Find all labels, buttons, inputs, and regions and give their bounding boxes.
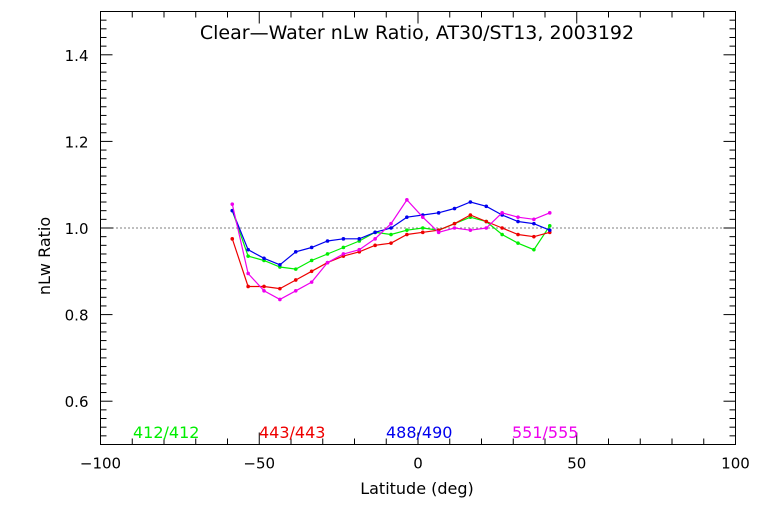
data-point-551-555 xyxy=(389,221,393,226)
data-point-488-490 xyxy=(278,263,282,267)
data-point-488-490 xyxy=(293,250,298,254)
legend-entry: 443/443 xyxy=(259,423,325,442)
data-point-488-490 xyxy=(325,239,330,243)
data-point-551-555 xyxy=(357,247,362,252)
x-axis-label: Latitude (deg) xyxy=(360,479,474,498)
ticks-layer: −100 −50 0 50 100 0.6 0.8 1.0 1.2 1.4 xyxy=(65,11,750,473)
data-point-551-555 xyxy=(436,230,441,235)
data-point-551-555 xyxy=(420,215,425,219)
data-point-443-443 xyxy=(230,237,235,241)
y-tick-label: 1.4 xyxy=(65,47,89,65)
data-point-443-443 xyxy=(293,278,298,282)
x-tick-label: 100 xyxy=(721,455,750,473)
data-point-488-490 xyxy=(516,219,520,224)
y-tick-label: 0.6 xyxy=(65,393,89,411)
data-point-488-490 xyxy=(309,245,314,250)
x-tick-label: 0 xyxy=(413,455,423,473)
data-point-412-412 xyxy=(420,226,425,230)
data-point-412-412 xyxy=(325,252,330,256)
y-axis-label: nLw Ratio xyxy=(35,217,54,295)
data-point-412-412 xyxy=(547,224,552,228)
data-point-488-490 xyxy=(389,226,393,230)
data-point-443-443 xyxy=(389,241,393,245)
plot-frame xyxy=(100,11,736,445)
data-point-412-412 xyxy=(405,228,409,232)
data-point-443-443 xyxy=(278,286,282,291)
data-point-551-555 xyxy=(373,237,377,241)
y-tick-label: 1.2 xyxy=(65,133,89,151)
series-line-443-443 xyxy=(231,214,550,290)
legend-entry: 412/412 xyxy=(133,423,199,442)
data-point-488-490 xyxy=(468,200,473,204)
data-point-443-443 xyxy=(516,232,520,237)
data-point-443-443 xyxy=(484,219,489,224)
y-tick-label: 0.8 xyxy=(65,307,89,325)
data-point-551-555 xyxy=(309,280,314,284)
y-tick-label: 1.0 xyxy=(65,220,89,238)
series-layer xyxy=(230,198,552,302)
data-point-551-555 xyxy=(547,211,552,215)
data-point-551-555 xyxy=(468,228,473,232)
data-point-551-555 xyxy=(278,297,282,302)
data-point-488-490 xyxy=(357,237,362,241)
data-point-488-490 xyxy=(547,228,552,232)
data-point-551-555 xyxy=(325,260,330,265)
data-point-488-490 xyxy=(436,211,441,215)
data-point-443-443 xyxy=(532,234,536,239)
data-point-443-443 xyxy=(500,226,504,230)
x-tick-label: −100 xyxy=(80,455,121,473)
data-point-488-490 xyxy=(373,230,377,235)
data-point-412-412 xyxy=(532,247,536,252)
series-line-412-412 xyxy=(231,210,551,270)
data-point-412-412 xyxy=(293,267,298,271)
data-point-551-555 xyxy=(405,198,409,202)
data-point-488-490 xyxy=(532,221,536,226)
data-point-443-443 xyxy=(262,284,266,289)
data-point-551-555 xyxy=(484,226,489,230)
data-point-551-555 xyxy=(500,211,504,215)
data-point-443-443 xyxy=(405,232,409,237)
legend: 412/412 443/443 488/490 551/555 xyxy=(133,423,578,442)
data-point-551-555 xyxy=(262,288,266,293)
data-point-488-490 xyxy=(246,247,250,252)
data-point-412-412 xyxy=(389,232,393,237)
data-point-443-443 xyxy=(420,230,425,235)
data-point-551-555 xyxy=(452,226,457,230)
data-point-443-443 xyxy=(309,269,314,274)
data-point-443-443 xyxy=(452,221,457,226)
data-point-443-443 xyxy=(246,284,250,289)
data-point-551-555 xyxy=(293,288,298,293)
data-point-488-490 xyxy=(405,215,409,219)
data-point-412-412 xyxy=(341,245,346,250)
data-point-443-443 xyxy=(373,243,377,248)
data-point-488-490 xyxy=(452,206,457,211)
data-point-412-412 xyxy=(516,241,520,245)
data-point-551-555 xyxy=(230,202,235,206)
data-point-551-555 xyxy=(341,252,346,256)
x-tick-label: 50 xyxy=(567,455,586,473)
chart-title: Clear—Water nLw Ratio, AT30/ST13, 200319… xyxy=(200,22,634,44)
data-point-551-555 xyxy=(246,271,250,276)
x-tick-label: −50 xyxy=(243,455,275,473)
data-point-488-490 xyxy=(484,204,489,209)
data-point-488-490 xyxy=(341,237,346,241)
legend-entry: 551/555 xyxy=(512,423,578,442)
data-point-412-412 xyxy=(246,254,250,258)
data-point-412-412 xyxy=(309,258,314,263)
data-point-443-443 xyxy=(468,213,473,217)
data-point-551-555 xyxy=(532,217,536,222)
legend-entry: 488/490 xyxy=(386,423,452,442)
data-point-412-412 xyxy=(500,232,504,237)
data-point-551-555 xyxy=(516,215,520,219)
data-point-488-490 xyxy=(262,256,266,261)
